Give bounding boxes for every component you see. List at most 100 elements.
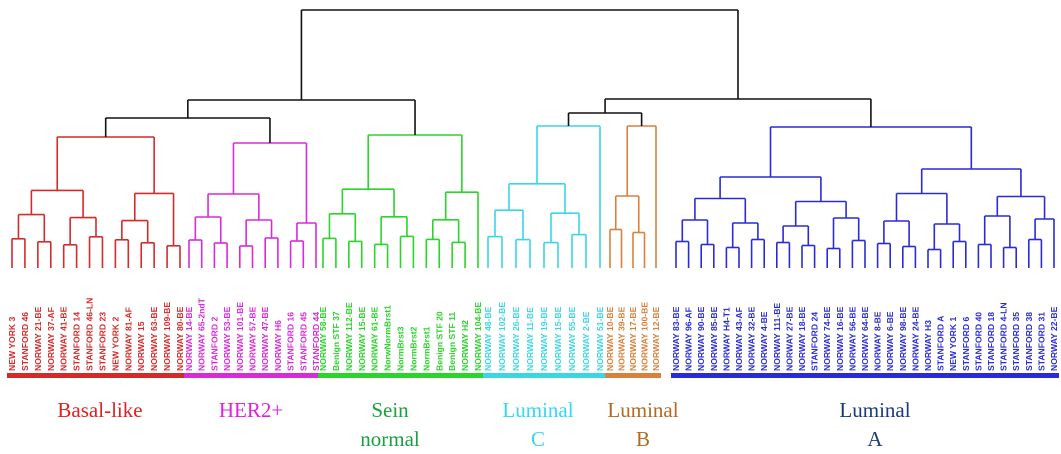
- leaf-label: NORWAY 65-2ndT: [197, 297, 207, 371]
- caption-luminal-a-line-1: Luminal: [839, 398, 911, 422]
- group-color-bars: [7, 373, 1059, 378]
- leaf-label: NORWAY 18-BE: [797, 306, 807, 371]
- leaf-label: NORWAY 80-BE: [175, 306, 185, 371]
- caption-luminal-c: Luminal C: [493, 396, 583, 454]
- leaf-label: Benign STF 37: [331, 311, 341, 371]
- leaf-label: NormBrst3: [396, 326, 406, 371]
- leaf-label: NORWAY 11-BE: [525, 307, 535, 371]
- leaf-label: Benign STF 20: [434, 311, 444, 371]
- leaf-label: NORWAY 51-BE: [595, 306, 605, 371]
- leaf-label: NORWAY 10-BE: [605, 306, 615, 371]
- upper-tree: [104, 9, 872, 143]
- caption-normal-line-2: normal: [360, 427, 420, 451]
- leaf-label: NORWAY 74-BE: [822, 306, 832, 371]
- leaf-label: NORWAY 47-BE: [260, 306, 270, 371]
- leaf-label: NORWAY 96-AF: [684, 307, 694, 371]
- leaf-label: NORWAY 112-BE: [344, 302, 354, 371]
- caption-luminal-b-line-2: B: [635, 427, 650, 451]
- color-bar-lumb: [605, 373, 661, 378]
- leaf-label: NORWAY 111-BE: [772, 303, 782, 371]
- leaf-label: NORWAY 63-BE: [149, 306, 159, 371]
- leaf-label: NEW YORK 3: [7, 317, 17, 371]
- leaf-label: STANFORD 14: [72, 312, 82, 371]
- leaf-label: NORWAY 83-BE: [671, 306, 681, 371]
- leaf-label: NORWAY 26-BE: [511, 306, 521, 371]
- leaf-label: STANFORD 23: [97, 312, 107, 371]
- leaf-label: NORWAY 64-BE: [860, 306, 870, 371]
- color-bar-lumc: [483, 373, 605, 378]
- leaf-label: NORWAY 57-BE: [248, 306, 258, 371]
- leaf-label: NORWAY 2-BE: [581, 311, 591, 371]
- caption-her2-line-1: HER2+: [218, 398, 284, 422]
- leaf-label: NORWAY 19-BE: [539, 306, 549, 371]
- leaf-label: STANFORD 46-LN: [85, 298, 95, 371]
- leaf-label: NORWAY 81-AF: [123, 307, 133, 371]
- leaf-label: NORWAY 12-BE: [651, 306, 661, 371]
- leaf-label: STANFORD 4-LN: [999, 302, 1009, 371]
- caption-luminal-a: Luminal A: [820, 396, 930, 454]
- leaf-labels: NEW YORK 3 STANFORD 46 NORWAY 21-BE NORWAY …: [7, 297, 1059, 371]
- color-bar-basal: [7, 373, 185, 378]
- leaf-label: NORWAY H3: [923, 320, 933, 371]
- leaf-label: NORWAY 14-BE: [184, 306, 194, 371]
- leaf-label: NORWAY 6-BE: [885, 311, 895, 371]
- leaf-label: NORWAY H2: [460, 320, 470, 371]
- leaf-label: NORWAY 16-BE: [835, 306, 845, 371]
- leaf-label: NORWAY 56-BE: [847, 306, 857, 371]
- tree-her2: [188, 142, 317, 268]
- leaf-label: STANFORD 45: [298, 312, 308, 371]
- leaf-label: STANFORD 38: [1024, 312, 1034, 371]
- leaf-label: NORWAY 39-BE: [617, 306, 627, 371]
- leaf-label: NORWAY 32-BE: [747, 306, 757, 371]
- leaf-label: NORWAY 41-BE: [59, 306, 69, 371]
- leaf-label: STANFORD 44: [311, 312, 321, 371]
- leaf-label: NORWAY 61-BE: [370, 306, 380, 371]
- leaf-label: NORWAY 21-BE: [33, 306, 43, 371]
- caption-luminal-b: Luminal B: [598, 396, 688, 454]
- leaf-label: STANFORD 2: [209, 317, 219, 371]
- leaf-label: NEW YORK 1: [948, 317, 958, 371]
- caption-basal-like: Basal-like: [40, 396, 160, 425]
- leaf-label: STANFORD A: [936, 316, 946, 371]
- leaf-label: STANFORD 24: [810, 312, 820, 371]
- leaf-label: NORWAY 53-BE: [222, 306, 232, 371]
- color-bar-luma: [671, 373, 1059, 378]
- leaf-label: STANFORD 40: [973, 312, 983, 371]
- leaf-label: NORWAY 102-BE: [497, 302, 507, 371]
- leaf-label: NORWAY 101-BE: [235, 302, 245, 371]
- leaf-label: NORWAY 55-BE: [567, 306, 577, 371]
- caption-luminal-a-line-2: A: [867, 427, 883, 451]
- leaf-label: NORWAY H4-T1: [721, 307, 731, 371]
- leaf-label: NORWAY 27-BE: [784, 306, 794, 371]
- tree-lumc: [487, 125, 601, 268]
- leaf-label: STANFORD 6: [961, 317, 971, 371]
- leaf-label: NORWAY 104-BE: [473, 302, 483, 371]
- leaf-label: NORWAY 85-BE: [709, 306, 719, 371]
- leaf-label: NorwNormBrst1: [383, 305, 393, 371]
- tree-basal: [11, 136, 181, 268]
- leaf-label: NORWAY 15-BE: [357, 306, 367, 371]
- leaf-label: NORWAY 58-BE: [318, 306, 328, 371]
- leaf-label: NORWAY 48-BE: [483, 306, 493, 371]
- caption-normal-line-1: Sein: [371, 398, 409, 422]
- caption-luminal-c-line-2: C: [530, 427, 545, 451]
- tree-luma: [675, 126, 1055, 268]
- leaf-label: NORWAY 15: [136, 321, 146, 371]
- caption-normal: Sein normal: [345, 396, 435, 454]
- leaf-label: STANFORD 46: [20, 312, 30, 371]
- leaf-label: NormBrst2: [408, 326, 418, 371]
- caption-luminal-c-line-1: Luminal: [502, 398, 574, 422]
- leaf-label: Benign STF 11: [447, 312, 457, 371]
- leaf-label: NORWAY 22-BE: [1049, 306, 1059, 371]
- leaf-label: NORWAY 109-BE: [162, 302, 172, 371]
- leaf-label: NormBrst1: [421, 326, 431, 371]
- leaf-label: NORWAY 8-BE: [873, 311, 883, 371]
- leaf-label: NORWAY 100-BE: [640, 302, 650, 371]
- leaf-label: NEW YORK 2: [110, 317, 120, 371]
- leaf-label: NORWAY 90-BE: [696, 306, 706, 371]
- leaf-label: NORWAY H6: [273, 320, 283, 371]
- leaf-label: NORWAY 98-BE: [898, 306, 908, 371]
- leaf-label: NORWAY 17-BE: [628, 306, 638, 371]
- leaf-label: NORWAY 43-AF: [734, 307, 744, 371]
